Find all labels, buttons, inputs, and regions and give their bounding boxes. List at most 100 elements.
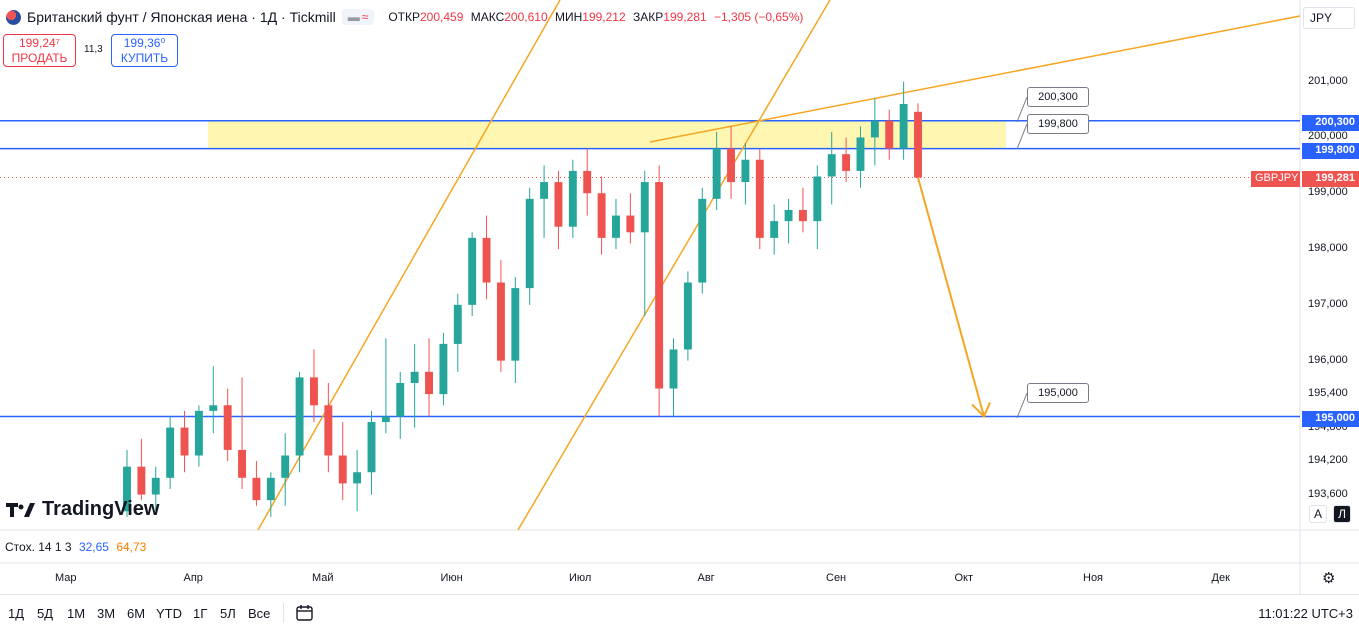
plot-area [0,0,1300,530]
price-axis-label: 193,600 [1308,487,1348,500]
timeframe-button[interactable]: 1Д [8,606,25,621]
candle-body [209,405,218,411]
candle-body [885,120,894,149]
timeframe-button[interactable]: 1Г [193,606,208,621]
timeframe-button[interactable]: 5Л [220,606,236,621]
candle-body [914,111,922,178]
timeframe-button[interactable]: YTD [156,606,182,621]
annotation-195000[interactable]: 195,000 [1027,383,1089,403]
candle-body [123,466,131,512]
timeframe-button[interactable]: 3М [97,606,116,621]
candle-body [439,343,448,395]
candle-body [223,405,232,450]
tag-199800: 199,800 [1302,143,1359,159]
candle-body [151,477,160,495]
candle-body [453,304,462,344]
candle-body [655,182,664,389]
tradingview-logo-icon [6,502,35,517]
candle-body [698,198,707,283]
tag-195000: 195,000 [1302,411,1359,427]
symbol-tag: GBPJPY [1251,171,1300,187]
wave-icon: ≈ [361,10,369,24]
date-range-calendar-icon[interactable] [295,603,315,623]
candle-body [238,449,247,478]
time-axis-label: Июн [440,572,463,584]
candle-body [540,182,549,199]
forecast-arrowhead [971,402,991,419]
candle-body [784,209,793,222]
buy-price: 199,36⁰ [123,36,166,50]
clock[interactable]: 11:01:22 UTC+3 [1258,606,1353,621]
candle-body [597,193,606,238]
buy-button[interactable]: 199,36⁰ КУПИТЬ [111,34,178,67]
divider [283,603,284,623]
candle-body [496,282,505,361]
price-axis-label: 196,000 [1308,353,1348,366]
timeframe-button[interactable]: Все [248,606,271,621]
time-axis-label: Окт [954,572,974,584]
trend-channel-line-2 [517,0,831,530]
candle-body [252,477,261,501]
candle-body [425,371,433,395]
spread-value: 11,3 [84,44,103,55]
candle-body [827,154,836,177]
annotation-199800[interactable]: 199,800 [1027,114,1089,134]
candle-body [194,410,203,456]
candle-body [353,472,362,484]
candle-body [612,215,620,238]
time-axis-label: Сен [826,572,847,584]
last-price-tag: 199,281 [1302,171,1359,187]
candle-body [870,120,879,138]
trend-line-upper [649,15,1300,143]
tag-200300: 200,300 [1302,115,1359,131]
gbp-flag-icon [6,9,21,25]
auto-scale-button[interactable]: A [1309,505,1327,523]
price-axis-label: 201,000 [1308,74,1348,87]
candle-body [381,416,390,423]
candle-body [295,377,304,456]
candle-body [137,466,146,495]
ohlc-values: ОТКР200,459 МАКС200,610 МИН199,212 ЗАКР1… [388,10,804,24]
candle-body [640,182,649,233]
candle-body [669,349,678,389]
candle-body [842,154,851,171]
symbol-title[interactable]: Британский фунт / Японская иена · 1Д · T… [27,9,336,25]
timeframe-button[interactable]: 5Д [37,606,54,621]
candle-body [899,103,908,149]
price-axis-label: 195,400 [1308,387,1348,400]
candle-body [554,182,563,227]
logo-text: TradingView [42,498,160,520]
candle-body [310,377,318,406]
sell-button[interactable]: 199,24⁷ ПРОДАТЬ [3,34,76,67]
candle-body [266,477,275,501]
candle-body [468,237,477,305]
candle-body [166,427,175,478]
indicator-pill[interactable]: ▬ ≈ [341,9,375,25]
log-scale-button[interactable]: Л [1333,505,1351,523]
currency-selector[interactable]: JPY [1303,7,1355,29]
timeframe-button[interactable]: 6М [127,606,146,621]
annotation-connector [1016,392,1028,419]
price-axis-label: 199,000 [1308,186,1348,199]
buy-label: КУПИТЬ [120,51,169,65]
candle-body [482,237,491,283]
candle-body [511,288,520,361]
time-axis-label: Мар [55,572,77,584]
timeframe-button[interactable]: 1М [67,606,86,621]
annotation-connector [1016,96,1028,123]
candle-body [281,455,290,478]
settings-gear-icon[interactable]: ⚙ [1322,570,1336,587]
annotation-200300[interactable]: 200,300 [1027,87,1089,107]
sell-label: ПРОДАТЬ [11,51,68,65]
forecast-arrow [917,177,985,417]
stochastic-legend[interactable]: Стох. 14 1 3 32,65 64,73 [5,540,146,554]
candle-body [396,382,405,417]
change-value: −1,305 (−0,65%) [714,10,804,24]
candle-body [856,137,865,171]
price-axis-label: 198,000 [1308,242,1348,255]
candle-body [813,176,822,222]
sell-price: 199,24⁷ [18,36,61,50]
candle-body [180,427,189,456]
